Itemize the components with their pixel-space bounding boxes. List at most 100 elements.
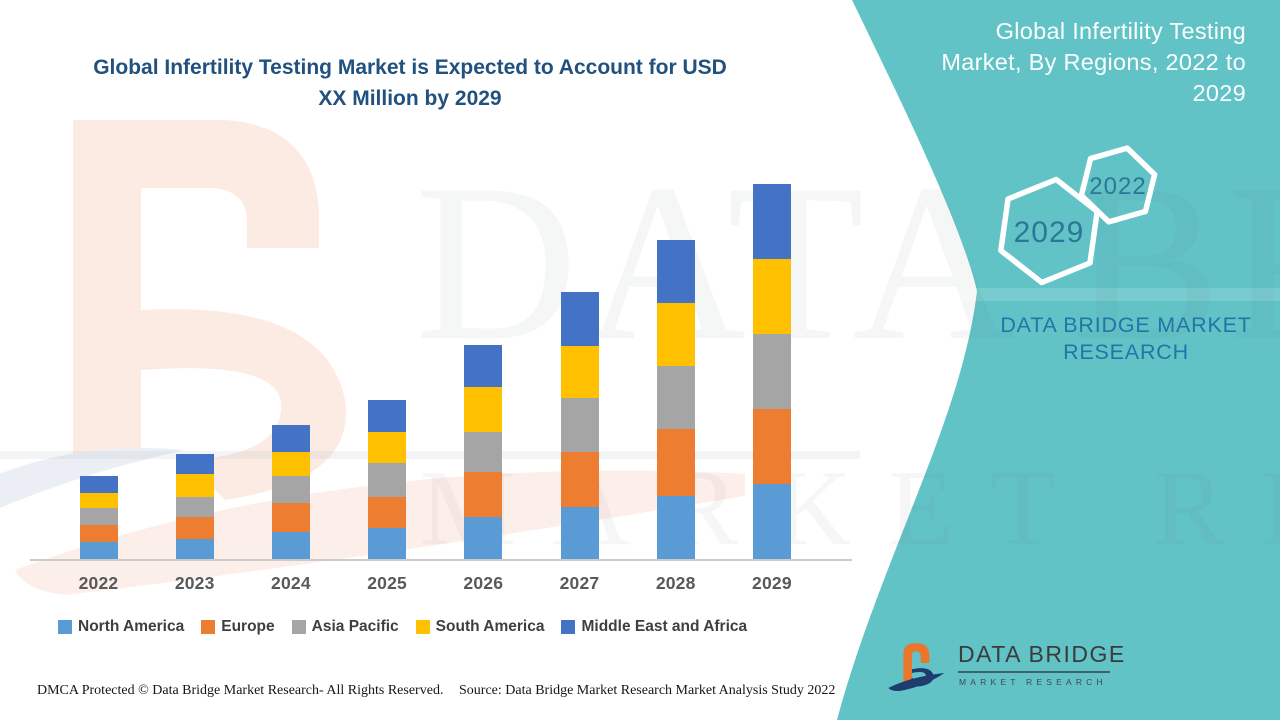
legend-label: Europe — [221, 618, 275, 635]
legend-swatch-icon — [58, 620, 72, 634]
bar-2026 — [464, 345, 503, 559]
bar-segment-north-america — [175, 539, 214, 559]
bar-segment-north-america — [560, 507, 599, 559]
logo-subtitle: MARKET RESEARCH — [959, 677, 1107, 687]
bar-segment-asia-pacific — [79, 508, 118, 525]
legend-item-asia-pacific: Asia Pacific — [291, 618, 399, 636]
bar-segment-asia-pacific — [368, 463, 407, 497]
watermark-band-teal — [855, 288, 1280, 301]
bar-segment-middle-east-and-africa — [752, 184, 791, 259]
bar-segment-europe — [560, 452, 599, 507]
legend-label: Middle East and Africa — [581, 618, 748, 635]
bar-segment-north-america — [368, 528, 407, 559]
bar-segment-asia-pacific — [464, 432, 503, 472]
bar-segment-south-america — [752, 259, 791, 334]
brand-text: DATA BRIDGE MARKET RESEARCH — [950, 312, 1280, 366]
bar-segment-south-america — [560, 346, 599, 398]
bar-segment-middle-east-and-africa — [464, 345, 503, 387]
bar-segment-north-america — [656, 496, 695, 559]
x-axis-label-2027: 2027 — [559, 573, 600, 593]
bar-segment-asia-pacific — [656, 366, 695, 429]
bar-segment-south-america — [464, 387, 503, 432]
bar-2025 — [368, 400, 407, 559]
chart-title-line2: XX Million by 2029 — [318, 87, 502, 110]
bar-segment-europe — [752, 409, 791, 484]
bar-segment-europe — [464, 472, 503, 517]
bar-2022 — [79, 476, 118, 559]
bar-segment-asia-pacific — [271, 476, 310, 503]
x-axis-label-2028: 2028 — [655, 573, 696, 593]
x-axis-label-2025: 2025 — [367, 573, 407, 593]
hexagon-2022 — [1078, 145, 1158, 225]
bar-segment-europe — [175, 517, 214, 539]
footer-source-text: Source: Data Bridge Market Research Mark… — [459, 683, 836, 698]
bar-segment-middle-east-and-africa — [271, 425, 310, 452]
bar-segment-middle-east-and-africa — [560, 292, 599, 346]
footer-dmca-text: DMCA Protected © Data Bridge Market Rese… — [37, 683, 444, 698]
legend-swatch-icon — [561, 620, 576, 634]
bar-segment-europe — [271, 503, 310, 532]
legend-item-south-america: South America — [415, 618, 545, 636]
bar-segment-north-america — [79, 542, 118, 559]
chart-title-line1: Global Infertility Testing Market is Exp… — [93, 56, 727, 79]
side-title-line3: 2029 — [1192, 80, 1246, 106]
watermark-band-light — [0, 451, 860, 459]
bar-segment-north-america — [752, 484, 791, 559]
bar-segment-north-america — [271, 532, 310, 559]
hexagon-2029-label: 2029 — [1014, 216, 1085, 249]
x-axis-label-2026: 2026 — [463, 573, 504, 593]
side-panel-title: Global Infertility Testing Market, By Re… — [890, 16, 1246, 109]
bar-segment-middle-east-and-africa — [368, 400, 407, 432]
hexagon-2029 — [998, 176, 1100, 286]
legend-label: North America — [78, 618, 185, 635]
bar-segment-middle-east-and-africa — [175, 454, 214, 474]
side-title-line2: Market, By Regions, 2022 to — [941, 49, 1246, 75]
bar-2028 — [656, 240, 695, 559]
bar-segment-asia-pacific — [175, 497, 214, 517]
legend-item-north-america: North America — [58, 618, 184, 636]
bar-segment-asia-pacific — [752, 334, 791, 409]
bar-2029 — [752, 184, 791, 559]
brand-text-line1: DATA BRIDGE MARKET — [1000, 313, 1252, 337]
x-axis-label-2023: 2023 — [174, 573, 215, 593]
bar-segment-south-america — [368, 432, 407, 463]
brand-text-line2: RESEARCH — [1063, 340, 1189, 364]
bar-segment-south-america — [271, 452, 310, 476]
chart-legend: North America Europe Asia Pacific South Ame… — [58, 618, 747, 636]
logo-wordmark: DATA BRIDGE — [958, 641, 1126, 667]
chart-title: Global Infertility Testing Market is Exp… — [55, 52, 765, 114]
bar-segment-europe — [656, 429, 695, 496]
databridge-logo: DATA BRIDGE MARKET RESEARCH — [886, 633, 1136, 713]
bar-segment-south-america — [656, 303, 695, 366]
hexagon-2022-label: 2022 — [1089, 173, 1146, 200]
x-axis-line — [30, 559, 852, 561]
logo-underline — [958, 671, 1110, 673]
bar-segment-north-america — [464, 517, 503, 559]
x-axis-label-2029: 2029 — [752, 573, 792, 593]
bar-segment-europe — [368, 497, 407, 528]
databridge-logo-icon — [888, 643, 945, 692]
legend-label: South America — [435, 618, 545, 635]
watermark-text-databridge: DATA BRIDGE — [415, 137, 1280, 387]
bar-segment-south-america — [79, 493, 118, 508]
legend-item-middle-east-and-africa: Middle East and Africa — [561, 618, 747, 636]
legend-label: Asia Pacific — [311, 618, 399, 635]
legend-swatch-icon — [415, 620, 430, 634]
bar-segment-middle-east-and-africa — [79, 476, 118, 493]
side-title-line1: Global Infertility Testing — [995, 18, 1246, 44]
legend-item-europe: Europe — [201, 618, 275, 636]
legend-swatch-icon — [291, 620, 306, 634]
legend-swatch-icon — [201, 620, 216, 634]
bar-segment-europe — [79, 525, 118, 542]
bar-2027 — [560, 292, 599, 559]
x-axis-label-2024: 2024 — [271, 573, 311, 593]
year-hexagons: 2022 2029 — [998, 145, 1158, 286]
bar-segment-south-america — [175, 474, 214, 497]
bar-2024 — [271, 425, 310, 559]
x-axis-label-2022: 2022 — [78, 573, 119, 593]
bar-2023 — [175, 454, 214, 559]
bar-segment-asia-pacific — [560, 398, 599, 452]
